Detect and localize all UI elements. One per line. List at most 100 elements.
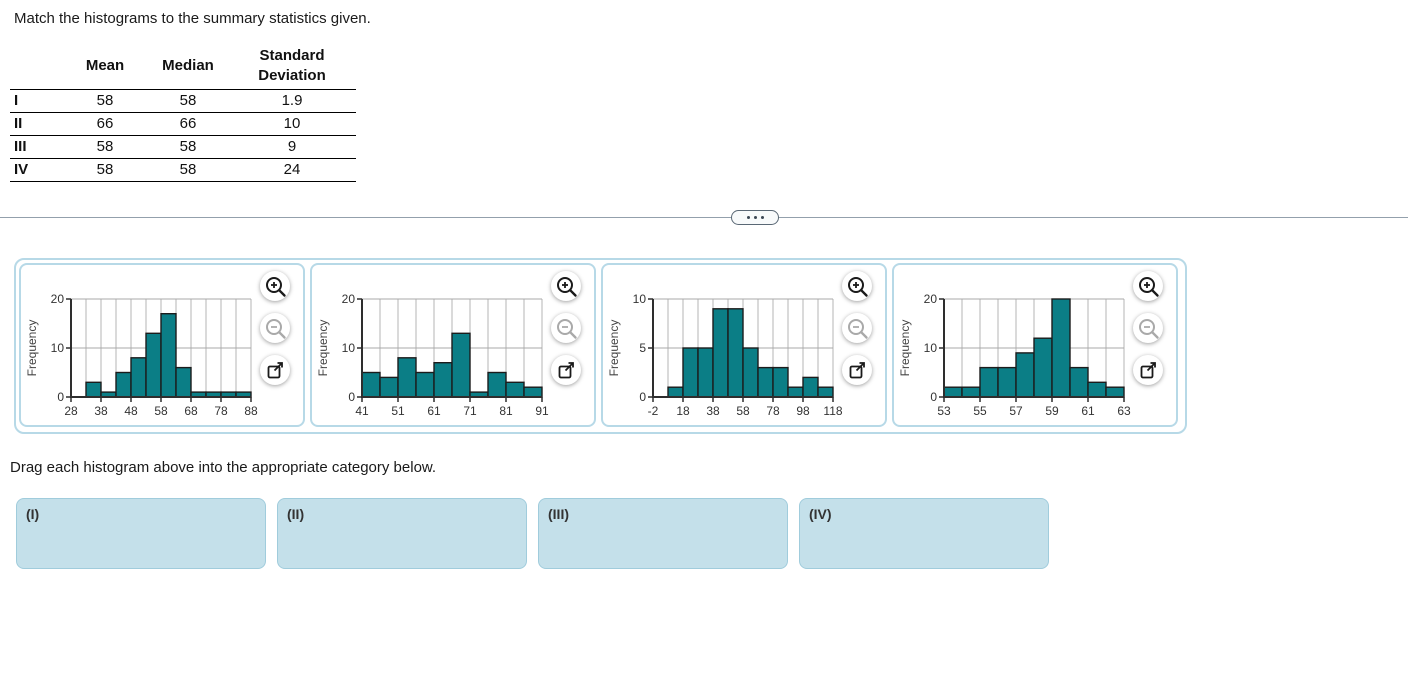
zoom-out-button[interactable] — [1133, 313, 1163, 343]
zoom-out-button[interactable] — [260, 313, 290, 343]
open-in-new-window-button[interactable] — [260, 355, 290, 385]
header-median: Median — [162, 57, 214, 75]
zoom-out-button[interactable] — [842, 313, 872, 343]
svg-text:98: 98 — [796, 404, 810, 418]
svg-text:10: 10 — [924, 341, 938, 355]
svg-text:88: 88 — [244, 404, 258, 418]
histogram-chart-1: 0 10 20 28 38 48 58 68 78 88 Frequency — [25, 292, 258, 418]
svg-text:0: 0 — [57, 390, 64, 404]
svg-text:20: 20 — [51, 292, 65, 306]
svg-text:48: 48 — [124, 404, 138, 418]
svg-text:57: 57 — [1009, 404, 1023, 418]
external-link-icon — [849, 362, 865, 379]
svg-text:0: 0 — [348, 390, 355, 404]
mean-value: 58 — [96, 92, 114, 109]
open-in-new-window-button[interactable] — [842, 355, 872, 385]
svg-text:20: 20 — [342, 292, 356, 306]
table-row: II 66 66 10 — [10, 112, 356, 135]
table-row: III 58 58 9 — [10, 135, 356, 158]
question-title: Match the histograms to the summary stat… — [14, 10, 371, 27]
svg-text:0: 0 — [639, 390, 646, 404]
zoom-in-icon — [1139, 277, 1159, 297]
zoom-in-button[interactable] — [551, 271, 581, 301]
histogram-chart-4: 0 10 20 53 55 57 59 61 63 Frequency — [898, 292, 1131, 418]
external-link-icon — [1140, 362, 1156, 379]
zoom-out-icon — [266, 319, 286, 339]
svg-text:58: 58 — [154, 404, 168, 418]
svg-text:10: 10 — [342, 341, 356, 355]
median-value: 66 — [179, 115, 197, 132]
row-label: II — [14, 115, 23, 132]
svg-text:-2: -2 — [648, 404, 659, 418]
histogram-panel-1[interactable]: 0 10 20 28 38 48 58 68 78 88 Frequency — [19, 263, 305, 427]
histogram-panel-4[interactable]: 0 10 20 53 55 57 59 61 63 Frequency — [892, 263, 1178, 427]
svg-text:51: 51 — [391, 404, 405, 418]
svg-text:Frequency: Frequency — [607, 320, 621, 377]
median-value: 58 — [179, 138, 197, 155]
header-standard-deviation: Standard Deviation — [258, 47, 326, 85]
svg-text:Frequency: Frequency — [25, 320, 39, 377]
svg-text:78: 78 — [766, 404, 780, 418]
ellipsis-icon — [753, 216, 757, 219]
histogram-panels-container: 0 10 20 28 38 48 58 68 78 88 Frequency 0 10 20 41 51 61… — [14, 258, 1187, 434]
dropzones-row: (I) (II) (III) (IV) — [16, 498, 1049, 569]
zoom-in-icon — [557, 277, 577, 297]
svg-text:Frequency: Frequency — [898, 320, 912, 377]
svg-text:38: 38 — [94, 404, 108, 418]
histogram-panel-2[interactable]: 0 10 20 41 51 61 71 81 91 Frequency — [310, 263, 596, 427]
table-corner-cell — [10, 44, 62, 89]
dropzone-label: (II) — [287, 506, 305, 522]
dropzone-I[interactable]: (I) — [16, 498, 266, 569]
header-mean: Mean — [85, 57, 125, 75]
sd-value: 24 — [283, 161, 301, 178]
external-link-icon — [267, 362, 283, 379]
svg-text:81: 81 — [499, 404, 513, 418]
svg-text:41: 41 — [355, 404, 369, 418]
mean-value: 58 — [96, 138, 114, 155]
median-value: 58 — [179, 161, 197, 178]
dropzone-IV[interactable]: (IV) — [799, 498, 1049, 569]
zoom-in-icon — [848, 277, 868, 297]
drag-instruction: Drag each histogram above into the appro… — [10, 459, 437, 476]
sd-value: 1.9 — [281, 92, 303, 109]
zoom-in-button[interactable] — [842, 271, 872, 301]
dropzone-label: (I) — [26, 506, 40, 522]
histogram-panel-3[interactable]: 0 5 10 -2 18 38 58 78 98 118 Frequency — [601, 263, 887, 427]
table-header-row: Mean Median Standard Deviation — [10, 44, 356, 89]
open-in-new-window-button[interactable] — [551, 355, 581, 385]
open-in-new-window-button[interactable] — [1133, 355, 1163, 385]
svg-text:20: 20 — [924, 292, 938, 306]
svg-text:78: 78 — [214, 404, 228, 418]
table-row: IV 58 58 24 — [10, 158, 356, 181]
zoom-out-button[interactable] — [551, 313, 581, 343]
summary-statistics-table: Mean Median Standard Deviation I 58 58 1.… — [10, 44, 356, 182]
zoom-out-icon — [1139, 319, 1159, 339]
svg-text:53: 53 — [937, 404, 951, 418]
svg-text:10: 10 — [633, 292, 647, 306]
median-value: 58 — [179, 92, 197, 109]
svg-text:0: 0 — [930, 390, 937, 404]
table-row: I 58 58 1.9 — [10, 89, 356, 112]
ellipsis-icon — [760, 216, 764, 219]
dropzone-II[interactable]: (II) — [277, 498, 527, 569]
dropzone-III[interactable]: (III) — [538, 498, 788, 569]
zoom-in-button[interactable] — [260, 271, 290, 301]
svg-text:Frequency: Frequency — [316, 320, 330, 377]
svg-text:28: 28 — [64, 404, 78, 418]
svg-text:58: 58 — [736, 404, 750, 418]
histogram-chart-3: 0 5 10 -2 18 38 58 78 98 118 Frequency — [607, 292, 843, 418]
row-label: IV — [14, 161, 29, 178]
divider-expand-button[interactable] — [731, 210, 779, 225]
sd-value: 10 — [283, 115, 301, 132]
svg-text:61: 61 — [427, 404, 441, 418]
dropzone-label: (III) — [548, 506, 569, 522]
dropzone-label: (IV) — [809, 506, 832, 522]
zoom-out-icon — [557, 319, 577, 339]
row-label: III — [14, 138, 27, 155]
svg-text:61: 61 — [1081, 404, 1095, 418]
svg-text:59: 59 — [1045, 404, 1059, 418]
row-label: I — [14, 92, 19, 109]
zoom-in-button[interactable] — [1133, 271, 1163, 301]
svg-text:18: 18 — [676, 404, 690, 418]
svg-text:91: 91 — [535, 404, 549, 418]
